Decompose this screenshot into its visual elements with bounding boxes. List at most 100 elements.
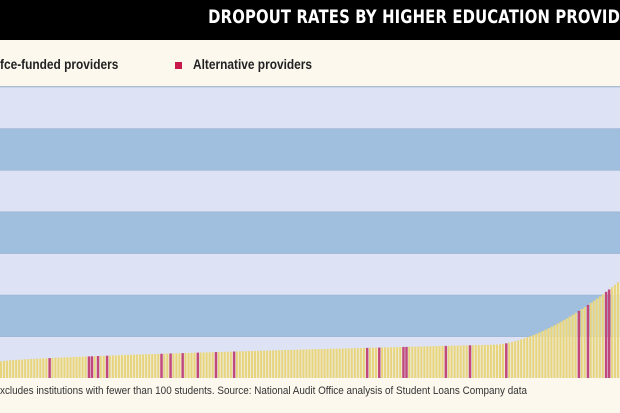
bar-funded-provider — [272, 350, 275, 378]
bar-gap — [201, 352, 203, 378]
title-bar: DROPOUT RATES BY HIGHER EDUCATION PROVID — [0, 0, 620, 40]
bar-funded-provider — [211, 352, 214, 378]
bar-gap — [504, 343, 506, 378]
bar-funded-provider — [508, 342, 511, 378]
bar-gap — [531, 336, 533, 378]
bar-gap — [249, 351, 252, 378]
bar-funded-provider — [353, 348, 356, 378]
bar-funded-provider — [278, 350, 281, 378]
bar-funded-provider — [39, 358, 42, 378]
bar-funded-provider — [223, 351, 226, 378]
bar-gap — [301, 349, 303, 378]
bar-gap — [231, 351, 233, 378]
bar-funded-provider — [453, 345, 456, 378]
bar-gap — [80, 356, 82, 378]
bar-gap — [522, 339, 524, 378]
bar-gap — [395, 347, 397, 378]
bar-gap — [413, 346, 415, 378]
bar-funded-provider — [33, 358, 36, 378]
bar-funded-provider — [184, 353, 187, 378]
bar-funded-provider — [589, 302, 592, 378]
bar-gap — [237, 351, 239, 378]
bar-funded-provider — [465, 345, 468, 378]
bar-funded-provider — [241, 351, 244, 378]
bar-gap — [401, 347, 403, 378]
bar-funded-provider — [57, 357, 60, 378]
bar-funded-provider — [99, 355, 102, 378]
bar-funded-provider — [172, 353, 175, 378]
bar-funded-provider — [296, 349, 299, 378]
bar-funded-provider — [175, 353, 178, 378]
grid-band — [0, 294, 620, 337]
bar-funded-provider — [486, 344, 489, 378]
bar-alternative-provider — [468, 345, 472, 378]
bar-funded-provider — [12, 360, 15, 378]
bar-gap — [473, 345, 475, 378]
bar-funded-provider — [21, 359, 24, 378]
bar-funded-provider — [314, 349, 317, 378]
bars — [0, 282, 620, 378]
bar-alternative-provider — [87, 356, 91, 378]
bar-gap — [428, 346, 430, 378]
bar-funded-provider — [18, 359, 21, 378]
bar-gap — [110, 355, 112, 378]
bar-funded-provider — [390, 347, 393, 378]
bar-funded-provider — [368, 347, 371, 378]
bar-funded-provider — [338, 348, 341, 378]
bar-funded-provider — [127, 354, 129, 378]
bar-funded-provider — [166, 353, 169, 378]
bar-gap — [479, 345, 481, 378]
bar-funded-provider — [547, 328, 550, 378]
bar-funded-provider — [447, 345, 450, 378]
bar-funded-provider — [145, 354, 148, 378]
bar-funded-provider — [154, 353, 157, 378]
bar-funded-provider — [384, 347, 387, 378]
bar-funded-provider — [229, 351, 232, 378]
bar-funded-provider — [511, 341, 514, 378]
bar-funded-provider — [499, 344, 501, 378]
bar-gap — [271, 350, 273, 378]
bar-funded-provider — [459, 345, 462, 378]
bar-gap — [304, 349, 306, 378]
bar-gap — [268, 350, 270, 378]
bar-gap — [246, 351, 248, 378]
bar-funded-provider — [139, 354, 142, 378]
bar-alternative-provider — [365, 347, 369, 378]
bar-funded-provider — [323, 348, 326, 378]
bar-gap — [292, 349, 294, 378]
bar-funded-provider — [435, 346, 438, 378]
bar-funded-provider — [202, 352, 205, 378]
bar-alternative-provider — [160, 353, 163, 378]
bar-funded-provider — [350, 348, 353, 378]
bar-gap — [47, 358, 49, 378]
bar-gap — [576, 312, 578, 378]
bar-funded-provider — [562, 320, 565, 378]
bar-gap — [222, 351, 224, 378]
bar-gap — [265, 350, 267, 378]
bar-funded-provider — [583, 306, 586, 378]
bar-alternative-provider — [48, 358, 51, 378]
bar-funded-provider — [290, 349, 293, 378]
bar-gap — [62, 357, 64, 378]
bar-funded-provider — [610, 287, 613, 378]
bar-gap — [77, 356, 79, 378]
bar-gap — [615, 284, 617, 378]
bar-funded-provider — [193, 352, 196, 378]
bar-funded-provider — [526, 337, 529, 378]
bar-funded-provider — [456, 345, 459, 378]
bar-gap — [56, 357, 58, 378]
bar-gap — [425, 346, 427, 378]
bar-funded-provider — [423, 346, 426, 378]
bar-gap — [204, 352, 206, 378]
bar-funded-provider — [320, 349, 323, 378]
bar-gap — [243, 351, 245, 378]
bar-funded-provider — [244, 351, 247, 378]
bar-gap — [494, 344, 496, 378]
bar-gap — [225, 351, 227, 378]
bar-gap — [280, 350, 282, 378]
bar-funded-provider — [199, 352, 202, 378]
chart-plot — [0, 86, 620, 378]
bar-gap — [467, 345, 469, 378]
bar-gap — [488, 344, 490, 378]
bar-alternative-provider — [90, 356, 94, 378]
